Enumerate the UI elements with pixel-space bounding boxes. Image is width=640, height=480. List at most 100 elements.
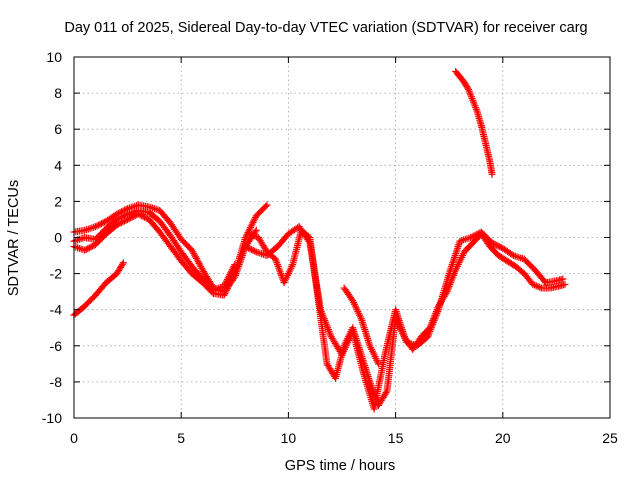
y-tick-label: -2 <box>50 266 63 282</box>
data-point-trace <box>392 317 407 339</box>
data-point-trace <box>275 231 291 249</box>
data-point-trace <box>72 234 87 245</box>
x-tick-label: 0 <box>70 430 78 446</box>
data-point-trace <box>104 211 119 224</box>
data-point-trace <box>306 235 322 303</box>
data-point-trace <box>125 202 141 212</box>
data-point <box>81 246 89 254</box>
data-point-trace <box>104 217 120 231</box>
data-point <box>242 243 250 251</box>
y-tick-label: -4 <box>50 302 63 318</box>
data-series-1 <box>70 259 127 319</box>
data-point-trace <box>83 223 98 234</box>
data-series-8 <box>452 67 496 178</box>
data-point <box>220 282 228 290</box>
data-point <box>488 170 496 178</box>
data-point-trace <box>349 326 365 357</box>
data-point-trace <box>452 250 467 272</box>
data-point-trace <box>444 268 459 294</box>
data-point-trace <box>93 226 109 242</box>
data-point-trace <box>375 389 390 408</box>
data-series-6 <box>246 226 569 409</box>
data-point-trace <box>93 231 109 247</box>
data-point <box>91 223 99 231</box>
data-point-trace <box>299 227 312 240</box>
data-point-trace <box>168 221 184 242</box>
data-point-trace <box>457 74 467 85</box>
data-point-trace <box>332 344 348 380</box>
y-tick-label: -10 <box>42 410 62 426</box>
data-point-trace <box>189 248 206 272</box>
data-point-trace <box>104 222 120 237</box>
data-point-trace <box>556 281 567 290</box>
data-point-trace <box>136 211 152 223</box>
data-point-trace <box>200 276 216 292</box>
data-point-trace <box>496 252 510 264</box>
data-point-trace <box>532 267 548 285</box>
data-point <box>252 226 260 234</box>
data-point-trace <box>147 203 162 214</box>
data-point-trace <box>522 257 538 273</box>
data-point-trace <box>367 344 382 366</box>
data-point-trace <box>410 334 424 352</box>
x-tick-label: 10 <box>281 430 297 446</box>
data-point-trace <box>474 109 485 128</box>
data-point <box>529 280 537 288</box>
data-point-trace <box>125 207 141 217</box>
data-point-trace <box>487 244 501 258</box>
data-point-trace <box>178 250 195 269</box>
y-tick-label: 0 <box>54 230 62 246</box>
data-point-trace <box>114 216 130 228</box>
data-point-trace <box>465 87 476 103</box>
data-point-trace <box>490 240 505 252</box>
data-point-trace <box>521 271 536 287</box>
y-tick-label: 6 <box>54 121 62 137</box>
data-point-trace <box>157 208 173 226</box>
data-point-trace <box>478 123 489 146</box>
data-point-trace <box>315 299 331 366</box>
data-marks <box>70 67 569 413</box>
data-point-trace <box>358 317 373 348</box>
data-point-trace <box>341 286 356 303</box>
data-point-trace <box>383 317 399 393</box>
data-point-trace <box>254 202 270 218</box>
data-point-trace <box>146 209 162 224</box>
y-axis-ticks: 10 8 6 4 2 0 -2 -4 -6 -8 -10 <box>42 49 610 426</box>
data-point-trace <box>419 325 433 339</box>
data-point-trace <box>427 304 442 330</box>
data-point-trace <box>243 243 259 255</box>
data-series-4 <box>70 206 239 294</box>
data-point-trace <box>82 241 98 253</box>
data-point-trace <box>458 234 473 245</box>
data-point-trace <box>554 275 565 284</box>
data-point-trace <box>189 271 205 285</box>
data-point-trace <box>531 281 544 291</box>
y-tick-label: -6 <box>50 338 63 354</box>
data-point-trace <box>350 298 364 321</box>
x-axis-ticks: 0 5 10 15 20 25 <box>70 57 618 446</box>
y-tick-label: 4 <box>54 157 62 173</box>
data-point-trace <box>482 141 494 164</box>
x-tick-label: 15 <box>388 430 404 446</box>
data-point <box>263 201 271 209</box>
y-tick-label: 10 <box>46 49 62 65</box>
data-point-trace <box>104 271 120 285</box>
data-point-trace <box>358 353 373 384</box>
grid <box>74 57 610 418</box>
data-point <box>456 237 464 245</box>
data-point-trace <box>289 228 305 267</box>
data-point-trace <box>221 271 238 298</box>
data-point <box>559 275 567 283</box>
data-point-trace <box>82 293 98 309</box>
data-point-trace <box>93 218 109 230</box>
data-point <box>374 360 382 368</box>
data-point-trace <box>114 260 126 276</box>
y-tick-label: 8 <box>54 85 62 101</box>
y-tick-label: 2 <box>54 193 62 209</box>
data-point-trace <box>178 258 195 276</box>
data-series-3 <box>70 201 271 299</box>
data-point-trace <box>446 239 463 276</box>
data-point-trace <box>114 205 130 217</box>
data-point-trace <box>500 245 516 259</box>
